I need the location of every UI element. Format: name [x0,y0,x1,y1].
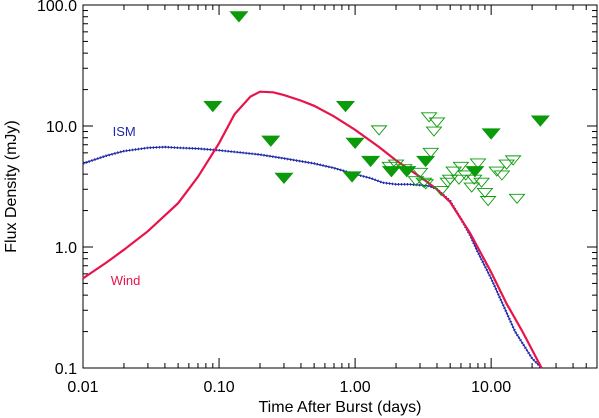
y-axis-title: Flux Density (mJy) [3,120,20,252]
x-tick-label: 1.00 [340,379,371,396]
y-tick-label: 100.0 [37,0,77,15]
plot-area: ISM Wind [82,11,550,369]
detection-marker [229,11,249,23]
ism-model-line-dots [82,145,543,369]
upper-limit-marker [395,164,413,175]
upper-limit-marker [469,158,487,169]
y-tick-label: 0.1 [55,361,77,378]
wind-curve-label: Wind [111,273,141,288]
upper-limit-marker [504,155,522,166]
upper-limit-marker [476,187,494,199]
upper-limit-marker [498,159,516,170]
wind-model-line [82,90,543,369]
detection-marker [274,172,294,185]
upper-limit-marker [450,174,468,185]
upper-limit-marker [411,167,429,179]
upper-limit-marker [441,174,459,185]
upper-limit-marker [445,166,463,177]
detection-marker [416,155,436,168]
y-tick-label: 10.0 [46,119,77,136]
upper-limit-marker [425,126,443,137]
x-axis-ticks: 0.01 0.10 1.00 10.00 [67,5,598,396]
ism-model-line [82,146,543,369]
upper-limit-marker [463,182,481,193]
upper-limit-marker [432,186,450,197]
x-axis-title: Time After Burst (days) [259,399,422,416]
upper-limit-marker [493,170,511,181]
upper-limit-marker [473,177,490,188]
upper-limit-marker [452,161,470,173]
x-tick-label: 10.00 [471,379,511,396]
ism-curve-label: ISM [113,124,136,139]
y-axis-ticks: 0.1 1.0 10.0 100.0 [37,0,597,378]
upper-limit-marker [508,193,526,205]
upper-limit-marker [479,196,497,207]
upper-limit-marker [488,166,506,177]
upper-limit-marker [417,179,435,190]
upper-limit-marker [465,174,483,185]
upper-limit-marker [381,161,399,173]
plot-frame [82,4,598,369]
x-tick-label: 0.01 [67,379,98,396]
detection-marker [361,155,381,168]
detection-marker [335,100,356,113]
upper-limit-marker [428,117,446,128]
x-tick-label: 0.10 [203,379,234,396]
y-tick-label: 1.0 [55,240,77,257]
upper-limit-marker [370,125,388,136]
detection-marker [481,128,501,140]
detection-marker [203,100,223,113]
detection-marker [465,166,485,178]
detection-marker [342,171,362,183]
upper-limit-marker [420,112,438,123]
detection-marker [261,135,281,147]
detection-marker [345,137,365,150]
upper-limit-marker [422,147,440,159]
detection-marker [530,115,550,127]
upper-limit-marker [439,177,457,188]
